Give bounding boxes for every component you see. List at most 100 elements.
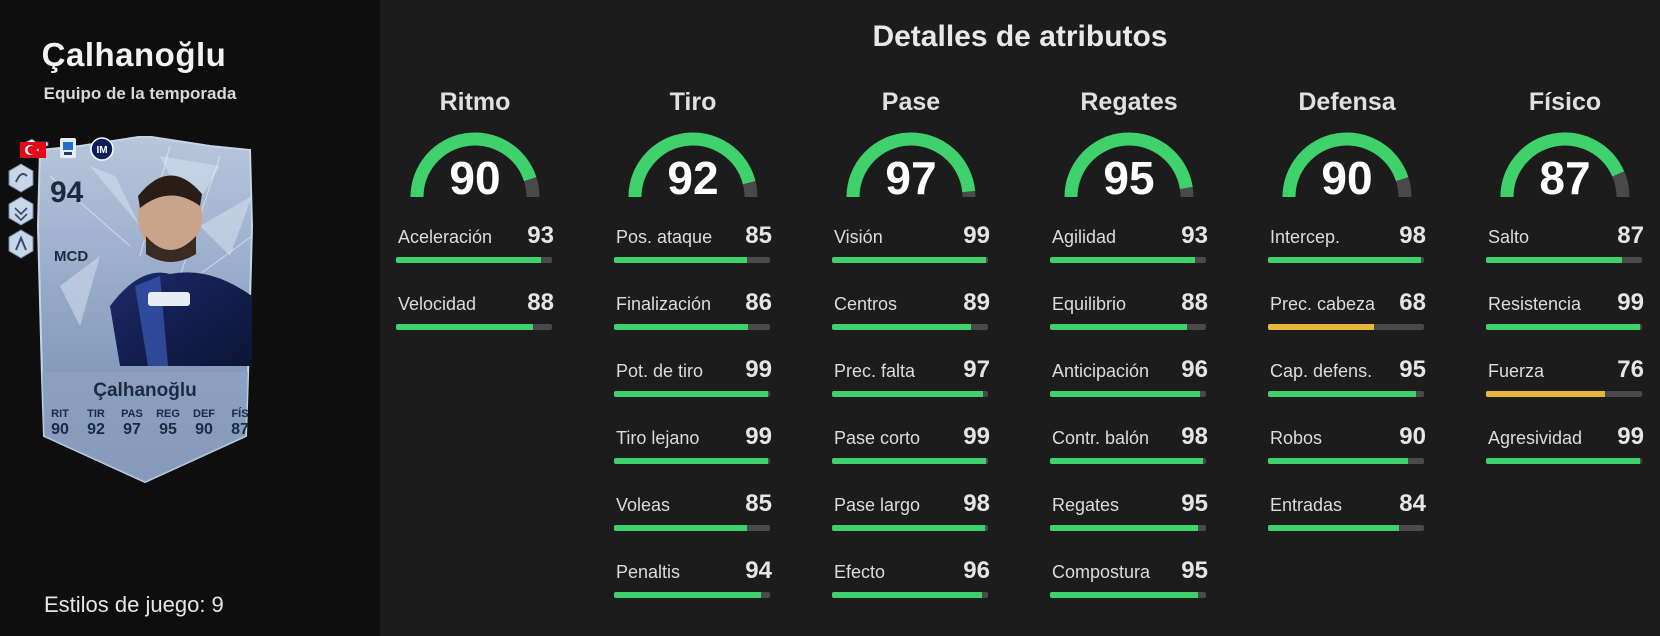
- club-crest-icon: IM: [90, 137, 114, 161]
- attribute-label: Aceleración: [398, 227, 493, 247]
- attribute-row: Voleas 85: [614, 490, 772, 562]
- attribute-list: Aceleración 93 Velocidad 88: [396, 222, 554, 361]
- category-title: Físico: [1528, 88, 1602, 116]
- attribute-bar: [396, 324, 552, 330]
- card-stat-value: 95: [159, 421, 177, 438]
- attribute-value: 87: [1617, 222, 1644, 249]
- attribute-bar-fill: [614, 324, 749, 330]
- attribute-value: 98: [963, 490, 990, 517]
- attribute-bar-fill: [832, 525, 985, 531]
- gauge-arc: [1064, 132, 1194, 198]
- attribute-bar-fill: [1050, 324, 1188, 330]
- attribute-row: Agresividad 99: [1486, 423, 1644, 495]
- attribute-bar: [614, 592, 770, 598]
- attribute-bar-fill: [1486, 324, 1641, 330]
- attribute-value: 88: [1181, 289, 1208, 316]
- attribute-bar-fill: [396, 257, 542, 263]
- attribute-value: 85: [745, 222, 772, 249]
- card-stat: PAS 97: [114, 408, 150, 439]
- attribute-label: Entradas: [1270, 495, 1343, 515]
- attribute-row: Centros 89: [832, 289, 990, 361]
- attribute-list: Intercep. 98 Prec. cabeza 68 Cap. defens. 95 R…: [1268, 222, 1426, 562]
- attribute-row: Prec. falta 97: [832, 356, 990, 428]
- attribute-value: 96: [963, 557, 990, 584]
- attribute-bar-fill: [614, 257, 747, 263]
- card-rating: 94: [50, 176, 84, 209]
- attribute-label: Resistencia: [1488, 294, 1582, 314]
- category-1: Ritmo 90 Aceleración 93 Velocidad 88: [396, 88, 554, 361]
- attribute-value: 68: [1399, 289, 1426, 316]
- category-title: Defensa: [1298, 88, 1396, 116]
- gauge-arc: [628, 132, 758, 198]
- attribute-label: Compostura: [1052, 562, 1151, 582]
- attribute-label: Equilibrio: [1052, 294, 1127, 314]
- svg-text:IM: IM: [96, 145, 107, 156]
- attribute-value: 99: [745, 423, 772, 450]
- attribute-bar: [1268, 324, 1424, 330]
- attribute-value: 95: [1181, 557, 1208, 584]
- attribute-value: 99: [963, 222, 990, 249]
- attribute-bar-fill: [832, 257, 987, 263]
- attribute-label: Velocidad: [398, 294, 477, 314]
- attribute-row: Cap. defens. 95: [1268, 356, 1426, 428]
- attribute-bar: [832, 324, 988, 330]
- attribute-value: 85: [745, 490, 772, 517]
- attribute-list: Salto 87 Resistencia 99 Fuerza 76 Agresividad 9…: [1486, 222, 1644, 495]
- attribute-value: 88: [527, 289, 554, 316]
- attribute-row: Efecto 96: [832, 557, 990, 629]
- attribute-label: Pase corto: [834, 428, 921, 448]
- category-title: Pase: [881, 88, 941, 116]
- attribute-bar-fill: [1050, 458, 1203, 464]
- attribute-bar: [832, 525, 988, 531]
- category-title: Tiro: [669, 88, 717, 116]
- attribute-label: Prec. cabeza: [1270, 294, 1376, 314]
- attribute-bar-fill: [1050, 391, 1200, 397]
- attribute-bar-fill: [1268, 391, 1417, 397]
- gauge-fill: [1282, 132, 1409, 198]
- attribute-value: 97: [963, 356, 990, 383]
- attribute-bar-fill: [1050, 592, 1199, 598]
- category-gauge: 92: [627, 131, 759, 204]
- player-subtitle: Equipo de la temporada: [43, 84, 237, 103]
- category-value: 95: [1103, 152, 1155, 204]
- attribute-row: Tiro lejano 99: [614, 423, 772, 495]
- attribute-value: 96: [1181, 356, 1208, 383]
- attribute-bar: [1050, 257, 1206, 263]
- attribute-row: Velocidad 88: [396, 289, 554, 361]
- gauge-arc: [846, 132, 976, 198]
- category-3: Pase 97 Visión 99 Centros 89 Prec. falta 97 Pase…: [832, 88, 990, 629]
- card-stat-value: 92: [87, 421, 105, 438]
- gauge-arc: [1500, 132, 1630, 198]
- gauge-fill: [628, 132, 756, 198]
- gauge-fill: [1064, 132, 1193, 198]
- turkey-flag-icon: [20, 142, 46, 158]
- attribute-value: 76: [1617, 356, 1644, 383]
- category-value: 87: [1539, 152, 1591, 204]
- category-gauge: 97: [845, 131, 977, 204]
- attribute-label: Agilidad: [1052, 227, 1117, 247]
- attribute-row: Pos. ataque 85: [614, 222, 772, 294]
- attribute-bar: [1268, 458, 1424, 464]
- attribute-bar: [614, 257, 770, 263]
- attribute-bar: [614, 324, 770, 330]
- attribute-value: 94: [745, 557, 772, 584]
- card-stat-label: DEF: [193, 408, 215, 420]
- league-logo-icon: [60, 138, 76, 158]
- player-card[interactable]: 94 MCD Çalhanoğlu RIT 90 TIR 92 PAS 97 REG 9…: [20, 136, 270, 496]
- attribute-bar-fill: [1486, 458, 1641, 464]
- gauge-fill: [846, 132, 976, 198]
- category-value: 92: [667, 152, 719, 204]
- attribute-bar: [614, 458, 770, 464]
- attribute-row: Intercep. 98: [1268, 222, 1426, 294]
- attribute-label: Penaltis: [616, 562, 681, 582]
- attribute-row: Anticipación 96: [1050, 356, 1208, 428]
- attribute-label: Prec. falta: [834, 361, 916, 381]
- attribute-bar: [1050, 458, 1206, 464]
- attribute-value: 99: [1617, 423, 1644, 450]
- attribute-bar-fill: [1268, 458, 1409, 464]
- attribute-row: Resistencia 99: [1486, 289, 1644, 361]
- card-player-name: Çalhanoğlu: [93, 380, 197, 401]
- attribute-row: Equilibrio 88: [1050, 289, 1208, 361]
- attribute-label: Finalización: [616, 294, 712, 314]
- attribute-row: Entradas 84: [1268, 490, 1426, 562]
